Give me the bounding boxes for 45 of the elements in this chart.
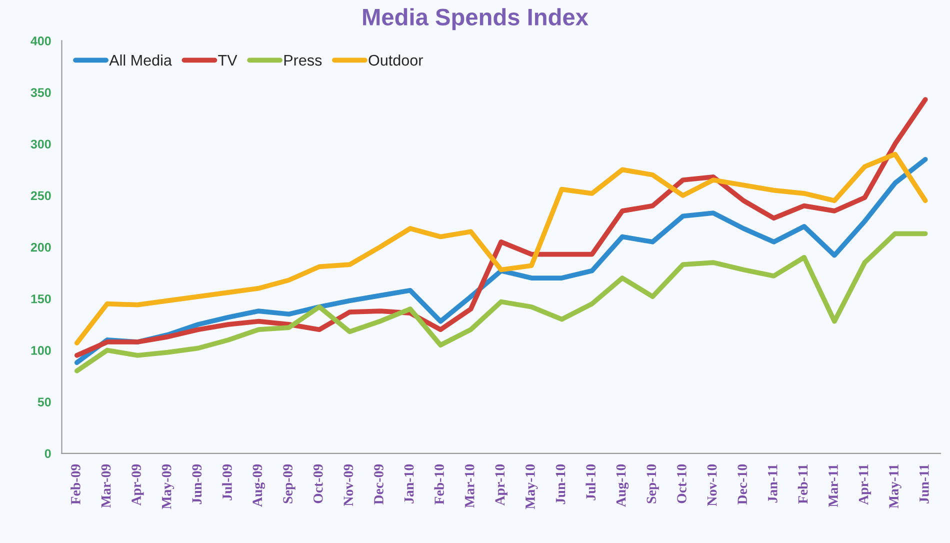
x-tick-label: Jul-10 <box>586 464 596 500</box>
x-tick-label: Dec-10 <box>738 464 748 504</box>
x-tick-label: Nov-10 <box>707 464 717 506</box>
x-tick-label: Jun-11 <box>920 464 929 504</box>
x-tick-label: Feb-11 <box>798 464 808 504</box>
x-tick-label: Oct-10 <box>677 464 686 504</box>
legend-label: TV <box>218 55 238 66</box>
y-tick-label: 100 <box>31 346 51 355</box>
y-tick-label: 50 <box>38 398 51 406</box>
legend-label: Press <box>284 55 322 66</box>
line-series <box>74 97 928 358</box>
x-tick-label: Mar-11 <box>828 464 838 508</box>
x-tick-label: May-10 <box>525 464 538 510</box>
y-tick-label: 350 <box>30 88 51 97</box>
y-tick-label: 300 <box>30 140 51 149</box>
x-tick-label: Jun-09 <box>192 464 202 504</box>
x-tick-label: Apr-11 <box>858 464 872 505</box>
x-tick-label: Mar-09 <box>101 464 111 508</box>
legend-label: Outdoor <box>368 54 423 66</box>
x-tick-label: Jul-09 <box>222 464 232 500</box>
x-tick-label: Jan-11 <box>768 464 778 503</box>
x-tick-label: Aug-10 <box>616 464 629 507</box>
y-tick-label: 200 <box>30 242 51 252</box>
y-tick-label: 250 <box>30 191 51 200</box>
x-tick-label: Apr-10 <box>495 464 508 506</box>
chart-title: Media Spends Index <box>363 8 588 30</box>
y-tick-label: 150 <box>31 294 51 304</box>
y-tick-label: 400 <box>30 36 51 46</box>
x-tick-label: Aug-09 <box>252 464 266 507</box>
x-tick-label: Sep-10 <box>646 464 659 504</box>
y-tick-label: 0 <box>44 449 51 458</box>
line-series <box>74 231 928 374</box>
x-tick-label: Feb-09 <box>70 464 80 504</box>
x-tick-label: Oct-09 <box>313 464 323 504</box>
x-tick-label: Feb-10 <box>434 464 444 504</box>
x-tick-label: Dec-09 <box>374 464 384 504</box>
x-tick-label: Apr-09 <box>132 464 144 506</box>
x-tick-label: Jun-10 <box>556 464 566 504</box>
x-tick-label: Mar-10 <box>464 464 474 508</box>
x-tick-label: May-09 <box>162 464 174 510</box>
legend-label: All Media <box>109 54 172 66</box>
x-tick-label: Nov-09 <box>344 464 354 506</box>
x-tick-label: Jan-10 <box>404 464 414 504</box>
x-tick-label: May-11 <box>889 464 902 508</box>
x-tick-label: Sep-09 <box>283 464 296 504</box>
